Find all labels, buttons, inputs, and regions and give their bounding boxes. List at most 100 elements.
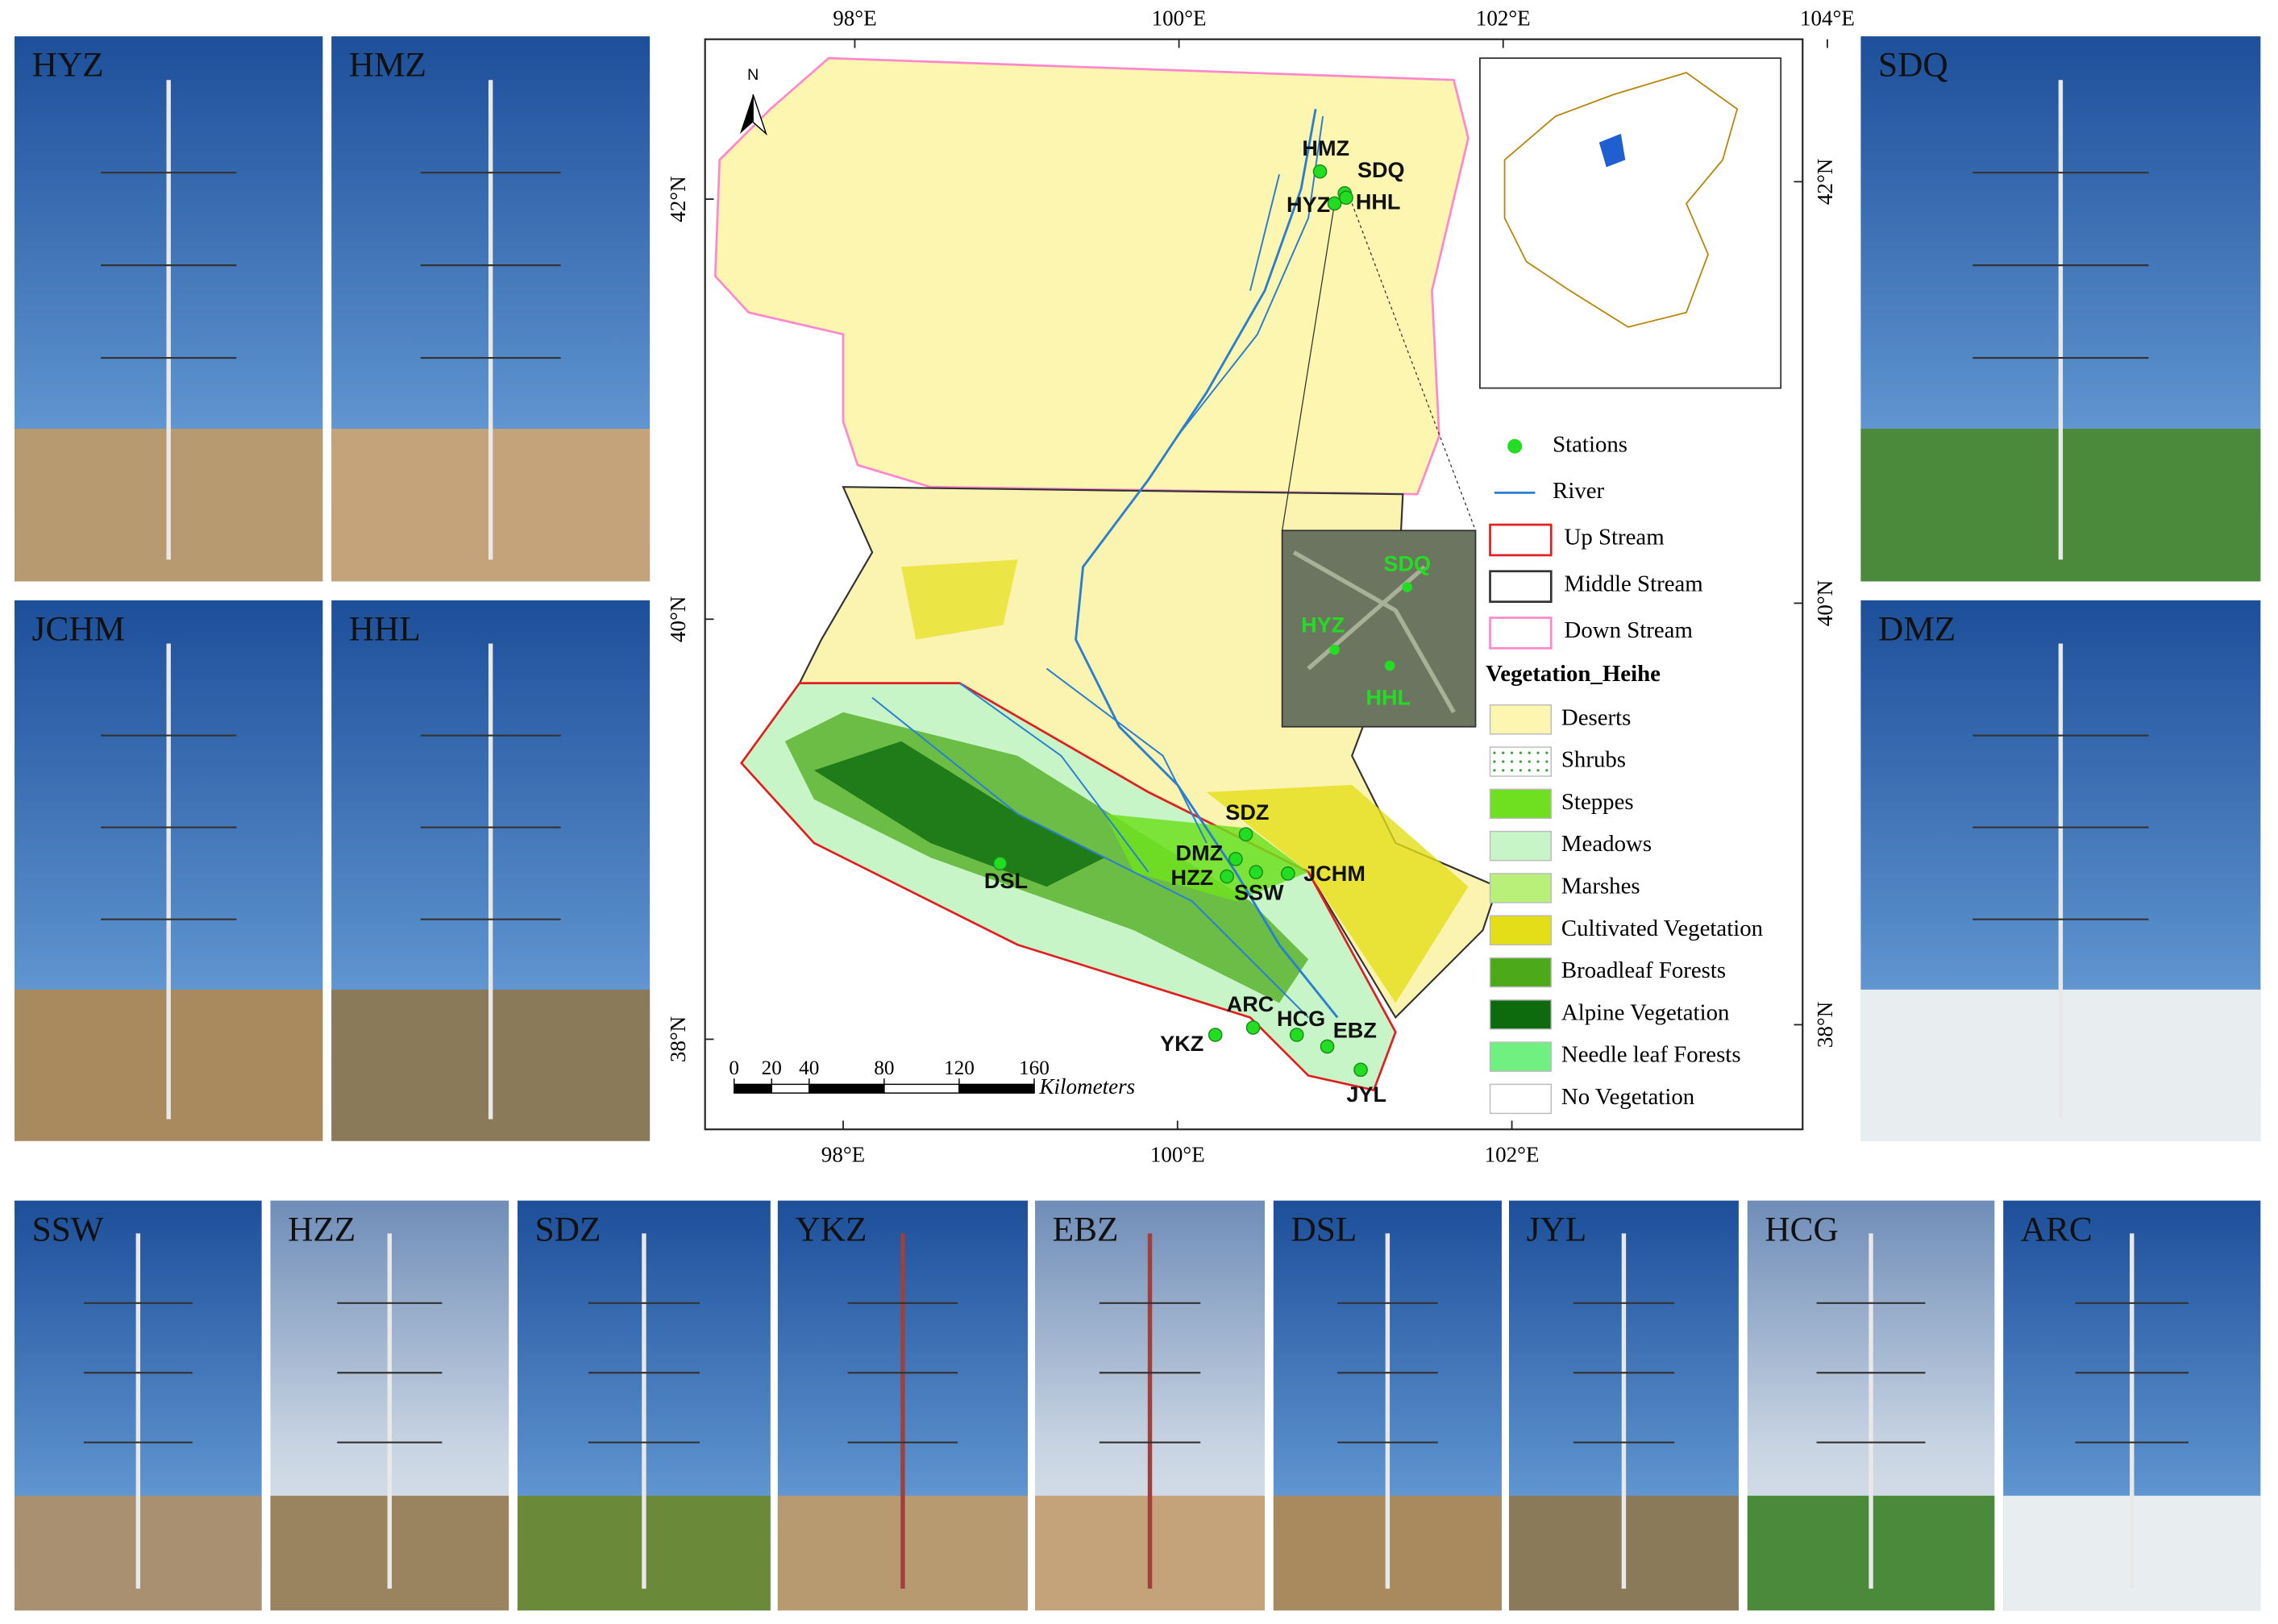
station-marker <box>1220 869 1234 884</box>
station-marker <box>1245 1020 1261 1035</box>
photo: JYL <box>1508 1200 1739 1611</box>
station-marker <box>992 856 1008 871</box>
station-label: HMZ <box>1302 136 1349 160</box>
legend-swatch <box>1489 957 1552 988</box>
scale-tick-label: 40 <box>799 1057 819 1079</box>
legend-swatch <box>1489 830 1552 862</box>
legend-swatch <box>1489 523 1553 557</box>
photo-label: HYZ <box>32 46 104 85</box>
legend-swatch <box>1489 788 1552 820</box>
photo: YKZ <box>777 1200 1029 1611</box>
legend-label: Marshes <box>1561 874 1640 899</box>
photo: JCHM <box>15 600 323 1141</box>
river <box>871 116 1324 1019</box>
station-marker <box>1208 1028 1223 1042</box>
photo-label: YKZ <box>795 1210 867 1248</box>
steppe-area <box>1104 813 1309 902</box>
legend-swatch <box>1489 915 1552 945</box>
cultivated-area <box>1206 784 1469 1003</box>
lon-tick-label: 98°E <box>833 6 876 30</box>
station-marker <box>1353 1062 1368 1078</box>
legend-swatch <box>1489 617 1553 650</box>
legend-label: Middle Stream <box>1565 571 1703 596</box>
photo-label: HHL <box>349 609 421 648</box>
station-label: SSW <box>1234 880 1284 904</box>
station-label: ARC <box>1227 992 1274 1016</box>
lon-tick-label: 100°E <box>1150 1143 1205 1167</box>
photo-label: SDQ <box>1878 46 1948 85</box>
station-marker <box>1312 164 1328 179</box>
photo: SDZ <box>518 1200 771 1611</box>
lat-tick-label: 42°N <box>1813 159 1837 205</box>
inset-station-label: HHL <box>1366 686 1411 710</box>
lat-tick-label: 40°N <box>1813 580 1837 626</box>
station-marker <box>1327 196 1342 211</box>
scale-tick-label: 120 <box>944 1057 975 1079</box>
photo: SDQ <box>1860 36 2261 582</box>
inset-station-marker <box>1329 644 1340 655</box>
leader-line <box>1282 203 1336 531</box>
legend-swatch <box>1489 1041 1552 1072</box>
photo-label: JYL <box>1527 1210 1587 1248</box>
lat-tick-label: 38°N <box>1813 1002 1837 1048</box>
scale-tick-label: 20 <box>762 1057 782 1079</box>
station-marker <box>1339 190 1353 206</box>
photo-label: HCG <box>1765 1210 1838 1248</box>
photo-label: JCHM <box>32 609 125 648</box>
station-marker <box>1228 852 1243 866</box>
scale-unit: Kilometers <box>1038 1074 1135 1099</box>
legend-label: Broadleaf Forests <box>1561 957 1726 983</box>
legend-label: Alpine Vegetation <box>1561 999 1730 1025</box>
photo-label: SDZ <box>535 1210 601 1248</box>
lon-tick-label: 102°E <box>1476 6 1531 30</box>
photo-label: EBZ <box>1053 1210 1119 1248</box>
lat-tick-label: 38°N <box>666 1016 690 1062</box>
lon-tick-label: 102°E <box>1485 1143 1540 1167</box>
station-label: SDQ <box>1357 158 1405 182</box>
legend-swatch <box>1507 438 1523 454</box>
photo: HCG <box>1747 1200 1995 1611</box>
scale-tick-label: 80 <box>874 1057 894 1079</box>
scale-segment <box>771 1083 810 1094</box>
photo: DMZ <box>1860 600 2261 1141</box>
station-label: EBZ <box>1333 1019 1377 1043</box>
photo-label: ARC <box>2021 1210 2093 1248</box>
station-marker <box>1249 865 1264 879</box>
photo-label: DMZ <box>1878 609 1956 648</box>
china-outline <box>1503 72 1739 328</box>
station-label: HCG <box>1277 1007 1325 1031</box>
legend-label: Shrubs <box>1561 747 1626 773</box>
photo: HYZ <box>15 36 323 582</box>
scale-segment <box>883 1083 960 1094</box>
lon-tick-label: 104°E <box>1800 6 1855 30</box>
station-label: JCHM <box>1303 862 1366 886</box>
photo-label: HZZ <box>288 1210 355 1248</box>
photo-label: DSL <box>1291 1210 1357 1248</box>
inset-station-marker <box>1384 660 1395 671</box>
legend-label: Cultivated Vegetation <box>1561 916 1763 941</box>
photo: HHL <box>331 600 651 1141</box>
lon-tick-label: 98°E <box>821 1143 865 1167</box>
alpine-area <box>813 741 1105 887</box>
photo: SSW <box>15 1200 262 1611</box>
down-stream-region <box>713 56 1469 496</box>
legend-title: Vegetation_Heihe <box>1486 661 1661 687</box>
scale-segment <box>734 1083 772 1094</box>
station-label: DMZ <box>1176 841 1224 866</box>
legend-swatch <box>1489 746 1552 777</box>
legend-swatch <box>1489 570 1553 603</box>
legend-label: Meadows <box>1561 831 1652 857</box>
legend-label: Down Stream <box>1565 617 1693 643</box>
inset-station-marker <box>1402 582 1413 592</box>
leader-line <box>1351 203 1477 531</box>
station-label: HHL <box>1356 190 1401 214</box>
station-label: DSL <box>984 869 1028 893</box>
photo-label: HMZ <box>349 46 426 85</box>
station-marker <box>1238 827 1253 842</box>
north-arrow <box>752 94 767 136</box>
photo: EBZ <box>1035 1200 1265 1611</box>
legend-label: No Vegetation <box>1561 1084 1694 1110</box>
station-label: SDZ <box>1225 800 1269 824</box>
station-marker <box>1320 1039 1335 1054</box>
